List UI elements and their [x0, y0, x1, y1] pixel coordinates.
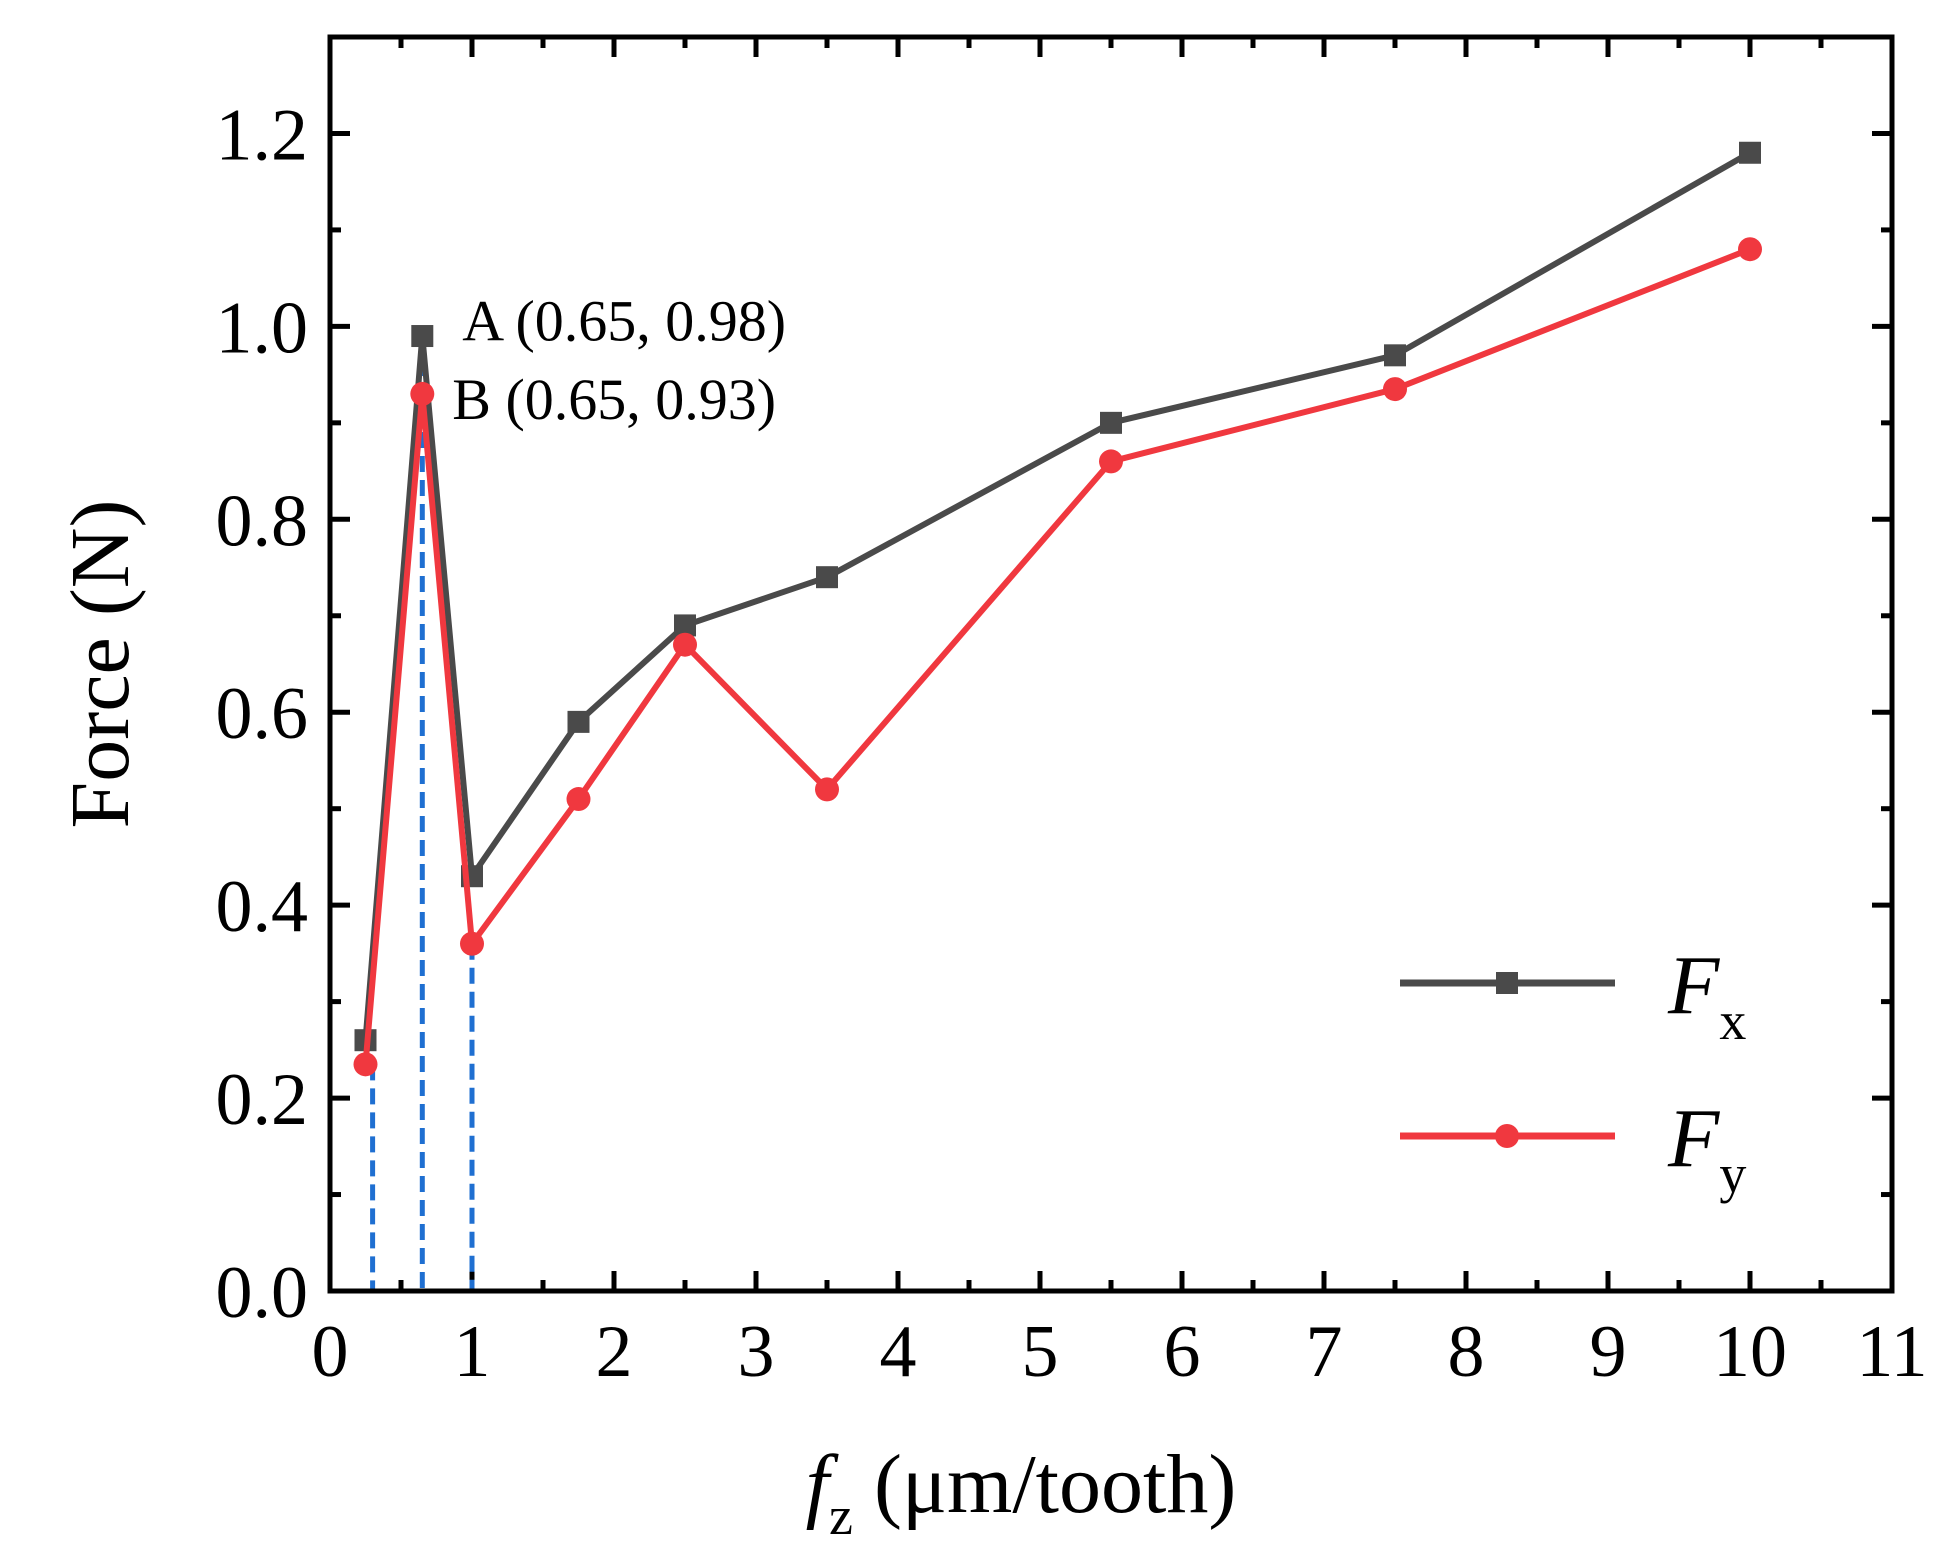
tick-labels: 0 1 2 3 4 5 6 7 8 9 10 11 0.0 0.2 0.4 0.6 0.8 1.0 1.2 — [216, 94, 1928, 1393]
data-point-fy — [460, 931, 484, 956]
drop-lines — [370, 336, 475, 1291]
data-point-fx — [1100, 411, 1122, 434]
x-tick-label: 7 — [1306, 1311, 1343, 1393]
x-axis-label-unit: (μm/tooth) — [853, 1438, 1236, 1531]
data-point-fy — [815, 777, 839, 802]
data-point-fx — [674, 614, 696, 637]
data-point-fy — [1383, 377, 1407, 402]
legend-marker-fy — [1495, 1124, 1519, 1148]
y-tick-label: 0.4 — [216, 866, 309, 948]
legend-label-fx: Fx — [1667, 939, 1746, 1051]
axis-ticks — [327, 34, 1895, 1294]
x-tick-label: 8 — [1448, 1311, 1485, 1393]
data-point-fx — [411, 325, 434, 348]
x-axis-label-subscript: z — [829, 1486, 853, 1546]
x-tick-label: 3 — [738, 1311, 775, 1393]
data-point-fy — [566, 787, 591, 812]
annotation-a: A (0.65, 0.98) — [462, 289, 786, 354]
y-axis-label: Force (N) — [54, 500, 147, 829]
data-point-fy — [1738, 237, 1762, 262]
y-tick-label: 0.0 — [216, 1252, 309, 1334]
legend: Fx Fy — [1400, 939, 1746, 1204]
x-tick-label: 1 — [454, 1311, 491, 1393]
data-point-fy — [353, 1052, 378, 1077]
x-tick-label: 11 — [1856, 1311, 1927, 1393]
x-tick-label: 0 — [312, 1311, 349, 1393]
data-point-fx — [567, 710, 590, 733]
data-point-fx — [1739, 141, 1761, 164]
y-tick-label: 0.6 — [216, 673, 309, 755]
y-tick-label: 1.2 — [216, 94, 309, 176]
x-tick-label: 9 — [1590, 1311, 1627, 1393]
y-tick-label: 1.0 — [216, 287, 309, 369]
y-tick-label: 0.8 — [216, 480, 309, 562]
plot-frame — [327, 34, 1895, 1294]
x-tick-label: 5 — [1022, 1311, 1059, 1393]
series-layer — [353, 141, 1762, 1077]
data-point-fx — [1384, 344, 1406, 367]
annotation-b: B (0.65, 0.93) — [452, 367, 776, 432]
legend-label-fy: Fy — [1667, 1092, 1746, 1204]
series-line-fx — [362, 150, 1752, 1041]
data-point-fy — [673, 632, 697, 657]
x-tick-label: 6 — [1164, 1311, 1201, 1393]
x-tick-label: 4 — [880, 1311, 917, 1393]
x-axis-label: fz (μm/tooth) — [806, 1438, 1237, 1546]
x-tick-label: 2 — [596, 1311, 633, 1393]
data-point-fy — [1099, 449, 1123, 474]
x-tick-label: 10 — [1713, 1311, 1787, 1393]
y-tick-label: 0.2 — [216, 1059, 309, 1141]
data-point-fy — [410, 381, 435, 406]
legend-marker-fx — [1496, 972, 1518, 994]
data-point-fx — [816, 566, 838, 589]
